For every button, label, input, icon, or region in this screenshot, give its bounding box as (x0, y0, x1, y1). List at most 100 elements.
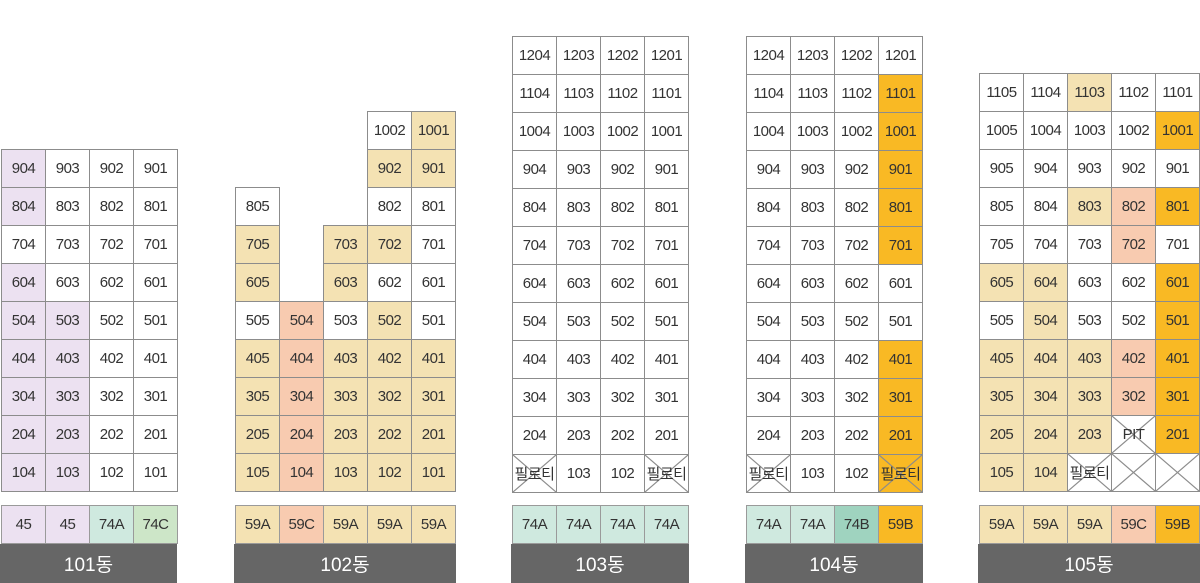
unit-cell: 602 (367, 263, 412, 302)
unit-cell: 101 (133, 453, 178, 492)
unit-cell: 302 (834, 378, 879, 417)
cross-mark (1068, 454, 1111, 491)
unit-type-cell: 59A (235, 505, 280, 544)
unit-number: 905 (989, 160, 1014, 177)
unit-number: 1003 (796, 123, 829, 140)
unit-number: 401 (1165, 350, 1190, 367)
unit-type-cell: 59A (323, 505, 368, 544)
unit-number: 404 (289, 350, 314, 367)
unit-cell: 604 (746, 264, 791, 303)
unit-number: 703 (566, 237, 591, 254)
unit-number: 702 (610, 237, 635, 254)
building-label: 104동 (745, 544, 923, 583)
unit-cell: 203 (323, 415, 368, 454)
unit-number: 904 (1033, 160, 1058, 177)
cross-mark (513, 455, 556, 492)
unit-cell: 505 (235, 301, 280, 340)
unit-cell: 204 (1, 415, 46, 454)
unit-number: 803 (566, 199, 591, 216)
unit-number: 704 (522, 237, 547, 254)
unit-cell: 1105 (979, 73, 1024, 112)
unit-cell: 802 (89, 187, 134, 226)
unit-number: 204 (1033, 426, 1058, 443)
unit-cell: 303 (790, 378, 835, 417)
unit-number: 202 (610, 427, 635, 444)
unit-cell: 1001 (644, 112, 689, 151)
unit-number: 803 (1077, 198, 1102, 215)
unit-number: 101 (421, 464, 446, 481)
unit-number: 1201 (884, 47, 917, 64)
unit-cell: 402 (1111, 339, 1156, 378)
unit-cell: 603 (556, 264, 601, 303)
unit-number: 804 (1033, 198, 1058, 215)
unit-cell: 802 (600, 188, 645, 227)
unit-cell: 502 (89, 301, 134, 340)
unit-number: 1202 (606, 47, 639, 64)
unit-number: 502 (844, 313, 869, 330)
unit-type-cell: 45 (45, 505, 90, 544)
unit-number: 801 (654, 199, 679, 216)
unit-cell: 505 (979, 301, 1024, 340)
unit-cell: 204 (1023, 415, 1068, 454)
unit-cell: 1101 (644, 74, 689, 113)
piloti-cell (1111, 453, 1156, 492)
unit-number: 504 (756, 313, 781, 330)
unit-number: 602 (610, 275, 635, 292)
unit-number: 1005 (985, 122, 1018, 139)
unit-number: 704 (1033, 236, 1058, 253)
unit-cell: 902 (367, 149, 412, 188)
unit-number: 1003 (562, 123, 595, 140)
unit-cell: 103 (45, 453, 90, 492)
unit-cell: 205 (979, 415, 1024, 454)
unit-cell: 702 (1111, 225, 1156, 264)
cross-mark (1112, 416, 1155, 453)
unit-cell: 504 (1, 301, 46, 340)
unit-cell: 1104 (746, 74, 791, 113)
unit-cell: 901 (411, 149, 456, 188)
unit-number: 302 (99, 388, 124, 405)
unit-cell: 103 (790, 454, 835, 493)
unit-cell: 304 (1, 377, 46, 416)
unit-number: 901 (143, 160, 168, 177)
unit-number: 702 (844, 237, 869, 254)
unit-number: 601 (888, 275, 913, 292)
unit-number: 902 (377, 160, 402, 177)
unit-cell: 202 (367, 415, 412, 454)
unit-cell: 1001 (878, 112, 923, 151)
unit-number: 1002 (840, 123, 873, 140)
unit-cell: 803 (790, 188, 835, 227)
unit-cell: 504 (512, 302, 557, 341)
unit-number: 102 (610, 465, 635, 482)
unit-number: 903 (1077, 160, 1102, 177)
unit-number: 605 (989, 274, 1014, 291)
unit-number: 801 (421, 198, 446, 215)
unit-number: 203 (333, 426, 358, 443)
unit-number: 702 (377, 236, 402, 253)
unit-cell: 203 (45, 415, 90, 454)
unit-number: 1002 (373, 122, 406, 139)
unit-number: PIT (1122, 426, 1145, 443)
unit-number: 903 (800, 161, 825, 178)
unit-cell: 203 (790, 416, 835, 455)
unit-number: 301 (1165, 388, 1190, 405)
unit-number: 701 (654, 237, 679, 254)
unit-cell: 203 (1067, 415, 1112, 454)
cross-mark (747, 455, 790, 492)
unit-type-cell: 74B (834, 505, 879, 544)
piloti-cell: 필로티 (878, 454, 923, 493)
unit-cell: 804 (1, 187, 46, 226)
unit-type-cell: 59A (1067, 505, 1112, 544)
unit-cell: 201 (644, 416, 689, 455)
unit-type-cell: 59A (1023, 505, 1068, 544)
unit-number: 503 (55, 312, 80, 329)
unit-number: 302 (1121, 388, 1146, 405)
unit-cell: 201 (411, 415, 456, 454)
unit-number: 705 (989, 236, 1014, 253)
unit-cell: 301 (133, 377, 178, 416)
unit-cell: 803 (556, 188, 601, 227)
unit-cell: 502 (367, 301, 412, 340)
unit-number: 703 (333, 236, 358, 253)
unit-cell: 305 (235, 377, 280, 416)
unit-number: 1203 (796, 47, 829, 64)
unit-cell: 901 (644, 150, 689, 189)
